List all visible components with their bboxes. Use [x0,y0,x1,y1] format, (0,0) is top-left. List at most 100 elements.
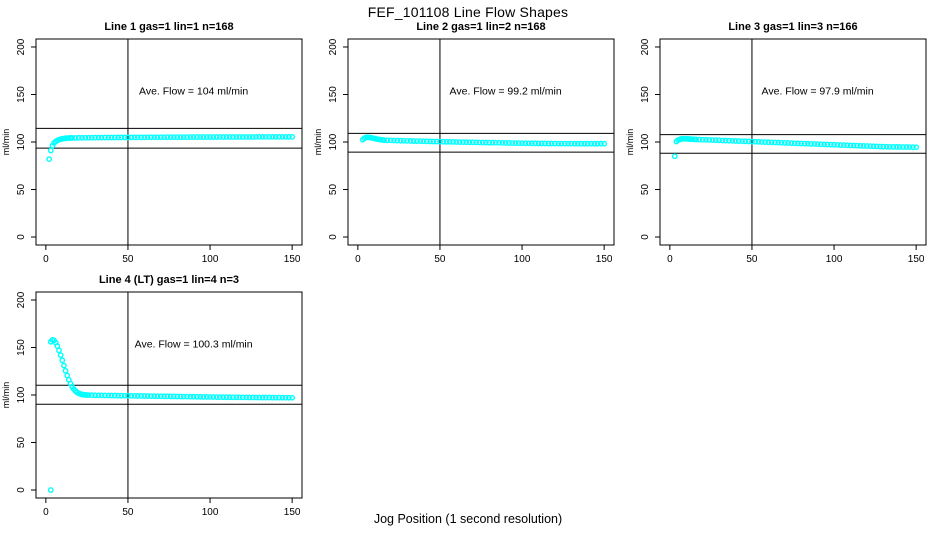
data-point [883,143,890,150]
data-point [515,140,522,147]
data-point [404,137,411,144]
plot-line-4: Line 4 (LT) gas=1 lin=4 n=3 0 50 100 150 0 50 1… [1,274,303,518]
data-point [279,133,286,140]
data-point [423,138,430,145]
data-point [909,144,916,151]
data-point [558,140,565,147]
data-point [57,352,64,358]
data-point [105,134,112,141]
data-point [210,394,217,400]
data-point [588,140,594,147]
data-point [867,143,874,150]
data-point [180,134,187,141]
data-point [414,138,420,145]
data-point [844,142,851,149]
data-point [597,140,604,147]
data-point [466,139,473,146]
data-point [187,134,194,140]
data-point [538,140,545,147]
y-tick-label: 0 [328,234,339,240]
data-point [88,134,95,141]
data-point [739,138,745,145]
data-point [85,134,92,141]
data-point [239,134,246,140]
data-point [111,134,118,141]
data-point [128,134,135,141]
data-point [92,134,99,141]
data-point [548,140,555,147]
data-point [174,393,181,400]
data-point [824,141,831,148]
data-point [870,143,877,150]
x-tick-label: 150 [596,254,613,265]
data-point [831,141,837,148]
data-point [197,134,204,140]
data-point [98,134,105,141]
data-point [722,137,729,144]
data-point [98,392,105,399]
data-point [95,134,102,141]
plot-box [35,38,303,246]
data-point [555,140,562,147]
data-point [151,393,158,400]
ave-flow-annotation: Ave. Flow = 100.3 ml/min [135,338,253,350]
data-point [134,393,141,399]
data-point [772,139,778,146]
y-tick-label: 200 [16,291,27,308]
data-point [847,142,854,149]
data-point [791,140,798,147]
data-point [276,394,282,401]
data-point [693,136,700,143]
panel-title: Line 1 gas=1 lin=1 n=168 [104,21,233,33]
data-point [437,138,443,145]
data-point [384,137,391,144]
data-point [827,141,834,148]
data-point [742,138,749,145]
data-point [249,134,256,140]
data-point [765,139,772,146]
data-point [223,134,230,140]
data-point [565,140,571,147]
data-point [62,367,69,374]
data-point [148,134,154,141]
x-tick-label: 100 [514,254,531,265]
data-point [768,139,775,146]
data-point [105,392,112,399]
data-point [781,139,788,146]
data-point [407,138,414,144]
data-point [499,139,506,146]
data-point [519,140,525,147]
data-point [230,134,236,140]
data-point [59,357,66,364]
data-point [282,394,289,401]
data-point [561,140,568,147]
data-point [525,140,532,147]
data-point [131,392,138,399]
data-point [111,392,118,399]
data-point [873,143,880,150]
data-point [913,144,920,151]
data-point [502,140,509,146]
data-point [886,143,893,150]
plot-line-2: Line 2 gas=1 lin=2 n=168 0 50 100 150 0 50 100 1… [313,21,615,265]
y-tick-label: 0 [640,234,651,240]
data-point [446,138,453,145]
panel-line-1: Line 1 gas=1 lin=1 n=168 0 50 100 150 0 50 100 1… [0,10,312,270]
data-point [469,139,476,146]
data-point [131,134,138,141]
data-point [801,140,808,147]
y-axis-label: ml/min [313,129,323,156]
data-point [900,144,906,150]
y-tick-label: 0 [16,234,27,240]
data-point [489,139,496,146]
data-point [203,394,210,400]
data-point [752,138,759,145]
data-point [578,140,585,147]
x-axis-title: Jog Position (1 second resolution) [373,512,563,526]
y-tick-label: 200 [16,38,27,55]
data-point [726,137,732,144]
data-point [719,137,726,144]
x-tick-label: 50 [122,507,134,518]
data-point [82,134,89,141]
y-tick-label: 200 [328,38,339,55]
